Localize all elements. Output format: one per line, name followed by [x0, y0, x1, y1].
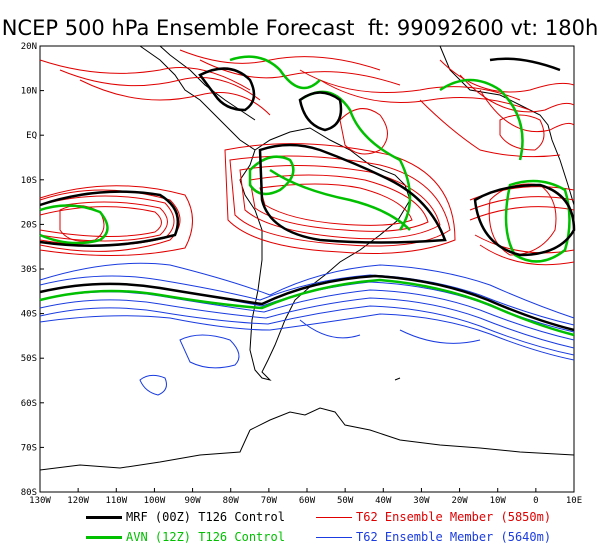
- map-frame: [39, 45, 575, 493]
- red-ensemble-contours: [39, 49, 575, 266]
- legend-item-blue: T62 Ensemble Member (5640m): [316, 530, 551, 544]
- legend-swatch-avn: [86, 535, 122, 539]
- lat-tick-label: EQ: [26, 131, 37, 141]
- lon-tick-label: 30W: [413, 496, 430, 506]
- lat-tick-label: 40S: [21, 310, 37, 320]
- lon-tick-label: 90W: [184, 496, 201, 506]
- latitude-labels: 20N 10N EQ 10S 20S 30S 40S 50S 60S 70S 80S: [21, 42, 44, 498]
- coastlines: [39, 45, 575, 471]
- lat-tick-label: 20S: [21, 220, 37, 230]
- lon-tick-label: 20W: [451, 496, 468, 506]
- legend: MRF (00Z) T126 Control T62 Ensemble Memb…: [0, 508, 600, 558]
- legend-swatch-red: [316, 516, 352, 518]
- lon-tick-label: 0: [533, 496, 538, 506]
- lat-tick-label: 20N: [21, 42, 37, 52]
- lon-tick-label: 130W: [29, 496, 51, 506]
- legend-label-red: T62 Ensemble Member (5850m): [356, 510, 552, 524]
- legend-swatch-blue: [316, 536, 352, 538]
- legend-label-blue: T62 Ensemble Member (5640m): [356, 530, 552, 544]
- lat-tick-label: 10S: [21, 176, 37, 186]
- lon-tick-label: 120W: [67, 496, 89, 506]
- lat-tick-label: 30S: [21, 265, 37, 275]
- legend-label-avn: AVN (12Z) T126 Control: [126, 530, 285, 544]
- lat-tick-label: 70S: [21, 443, 37, 453]
- legend-item-mrf: MRF (00Z) T126 Control: [86, 510, 285, 524]
- lon-tick-label: 110W: [105, 496, 127, 506]
- legend-item-red: T62 Ensemble Member (5850m): [316, 510, 551, 524]
- map-title: NCEP 500 hPa Ensemble Forecast ft: 99092…: [1, 16, 599, 40]
- legend-label-mrf: MRF (00Z) T126 Control: [126, 510, 285, 524]
- lon-tick-label: 60W: [299, 496, 316, 506]
- lon-tick-label: 100W: [144, 496, 166, 506]
- lon-tick-label: 10W: [490, 496, 507, 506]
- lon-tick-label: 40W: [375, 496, 392, 506]
- legend-item-avn: AVN (12Z) T126 Control: [86, 530, 285, 544]
- legend-swatch-mrf: [86, 515, 122, 519]
- lon-tick-label: 80W: [223, 496, 240, 506]
- lon-tick-label: 50W: [337, 496, 354, 506]
- lat-tick-label: 10N: [21, 87, 37, 97]
- lat-tick-label: 50S: [21, 354, 37, 364]
- lon-tick-label: 70W: [261, 496, 278, 506]
- lat-tick-label: 80S: [21, 488, 37, 498]
- longitude-labels: 130W 120W 110W 100W 90W 80W 70W 60W 50W 40W 30W 20W…: [29, 488, 582, 506]
- lat-tick-label: 60S: [21, 399, 37, 409]
- mrf-contours: [39, 57, 576, 332]
- lon-tick-label: 10E: [566, 496, 582, 506]
